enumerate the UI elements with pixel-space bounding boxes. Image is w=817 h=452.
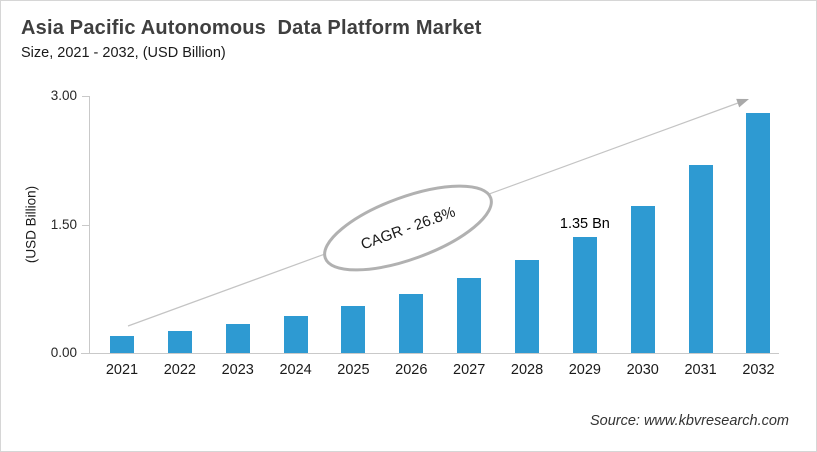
bar-2027 bbox=[457, 278, 482, 353]
x-axis-line bbox=[81, 353, 779, 354]
chart-title: Asia Pacific Autonomous Data Platform Ma… bbox=[21, 17, 482, 39]
y-axis-tick-label: 0.00 bbox=[50, 345, 77, 360]
trend-arrow-head-icon bbox=[736, 98, 749, 108]
x-axis-label-2031: 2031 bbox=[684, 362, 717, 378]
bar-2032 bbox=[746, 113, 771, 353]
y-axis-line bbox=[89, 96, 90, 354]
bar-2025 bbox=[341, 305, 366, 353]
x-axis-label-2025: 2025 bbox=[337, 362, 370, 378]
bar-2023 bbox=[225, 323, 250, 353]
bar-2029 bbox=[572, 237, 597, 353]
x-axis-label-2032: 2032 bbox=[742, 362, 775, 378]
x-axis-label-2024: 2024 bbox=[279, 362, 312, 378]
x-axis-label-2028: 2028 bbox=[510, 362, 544, 378]
cagr-ellipse bbox=[323, 184, 493, 272]
source-text: Source: www.kbvresearch.com bbox=[589, 413, 789, 429]
x-axis-label-2021: 2021 bbox=[105, 362, 139, 378]
x-axis-label-2030: 2030 bbox=[626, 362, 659, 378]
y-axis-tick-label: 3.00 bbox=[50, 88, 77, 103]
x-axis-label-2027: 2027 bbox=[453, 362, 486, 378]
y-axis-tick bbox=[82, 224, 89, 226]
x-axis-label-2022: 2022 bbox=[163, 362, 196, 378]
y-axis-tick bbox=[82, 96, 89, 97]
y-axis-tick bbox=[82, 353, 89, 354]
bar-2024 bbox=[283, 316, 308, 353]
bar-2028 bbox=[515, 260, 540, 353]
x-axis-label-2029: 2029 bbox=[568, 362, 601, 378]
bar-2021 bbox=[110, 335, 134, 353]
chart-subtitle: Size, 2021 - 2032, (USD Billion) bbox=[21, 45, 226, 61]
x-axis-label-2023: 2023 bbox=[221, 362, 254, 378]
bar-2022 bbox=[167, 330, 192, 353]
bar-2026 bbox=[399, 293, 424, 353]
bar-value-label: 1.35 Bn bbox=[559, 216, 610, 233]
x-axis-label-2026: 2026 bbox=[395, 362, 428, 378]
y-axis-tick-label: 1.50 bbox=[50, 216, 77, 232]
bar-2030 bbox=[630, 205, 655, 353]
bar-2031 bbox=[688, 164, 713, 353]
cagr-label: CAGR - 26.8% bbox=[359, 204, 458, 254]
